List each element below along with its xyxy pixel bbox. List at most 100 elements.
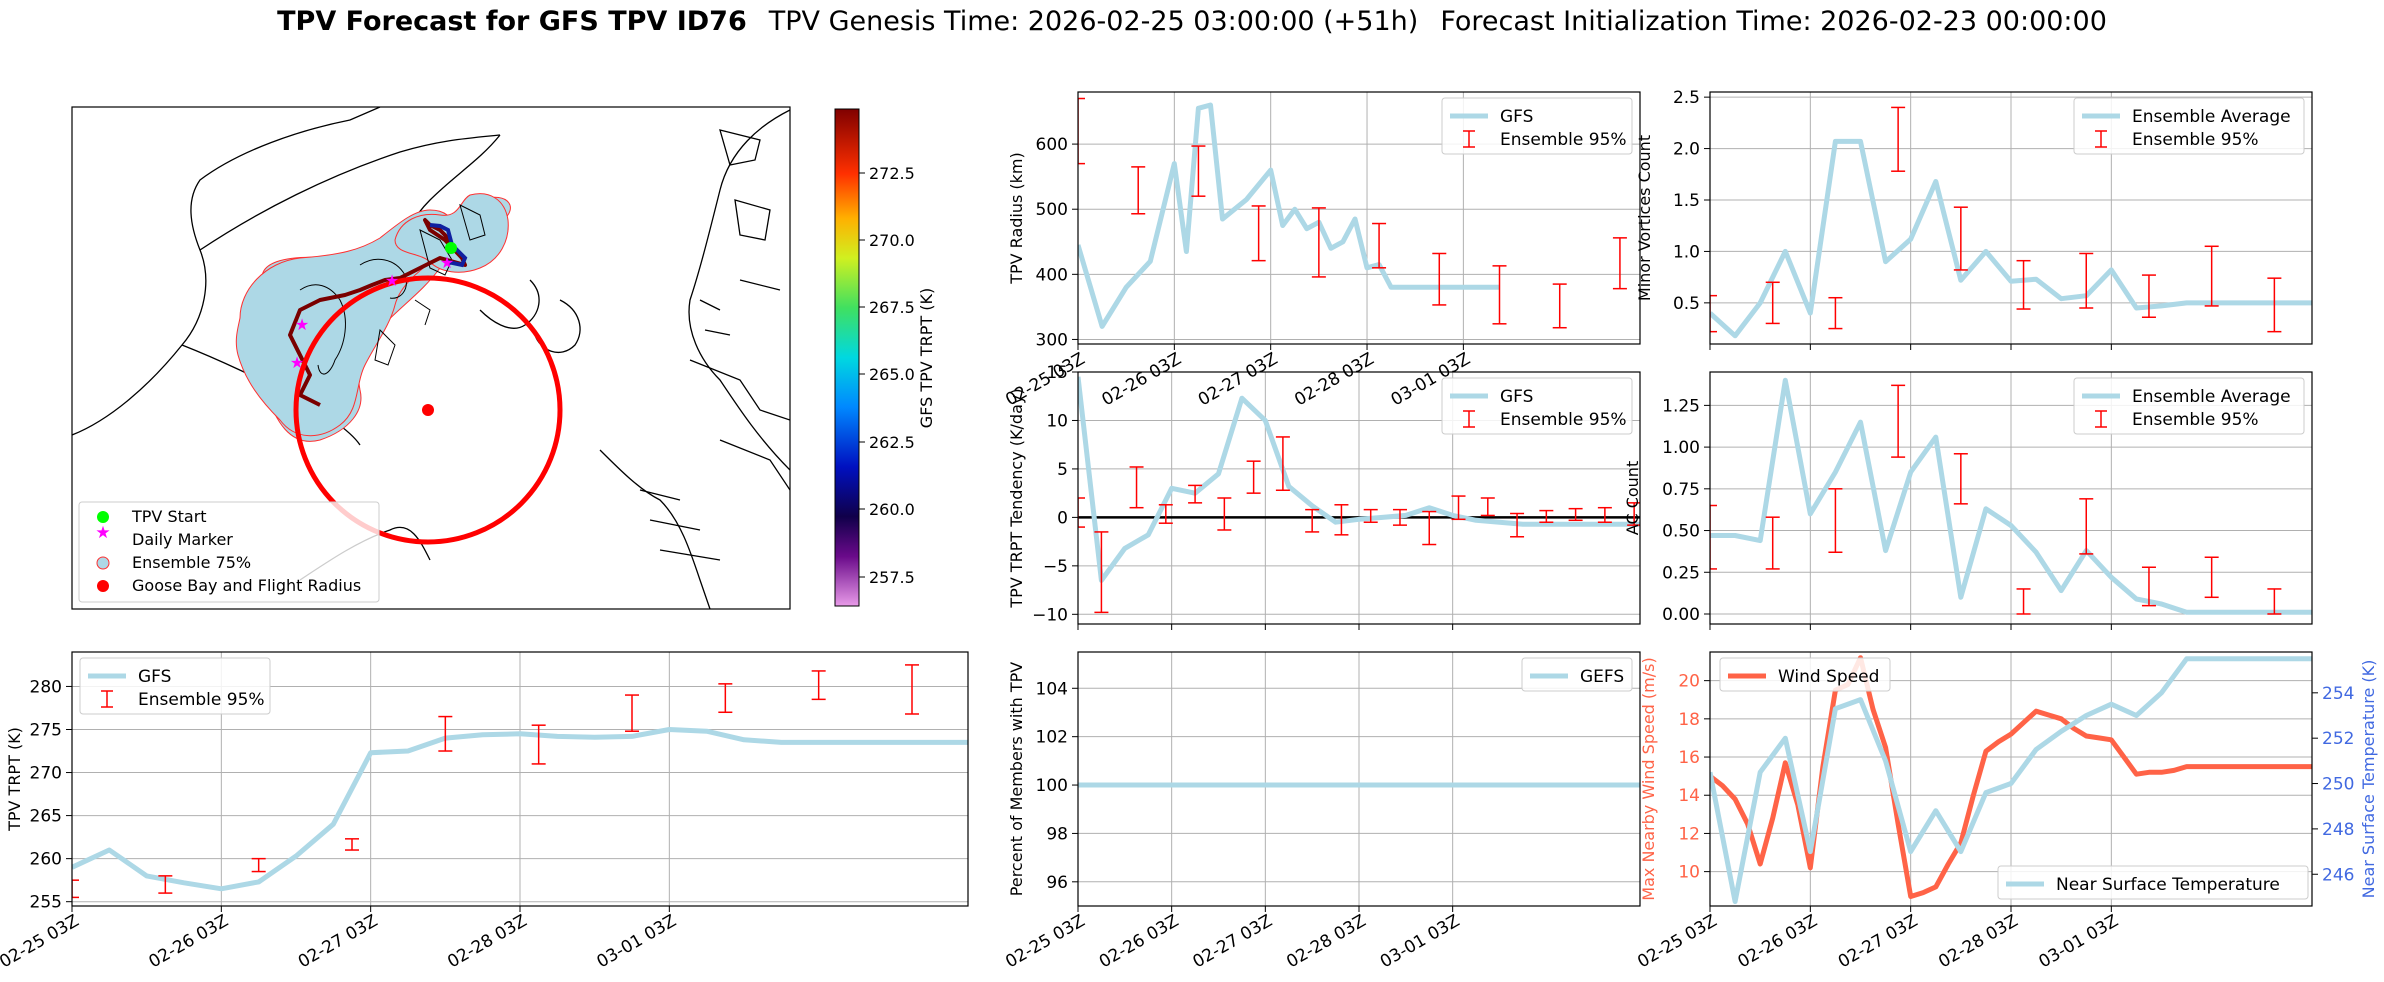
legend-label: Ensemble 95% [2132, 410, 2259, 430]
colorbar-tick-label: 257.5 [869, 568, 915, 587]
ytick-label: 98 [1046, 824, 1068, 844]
errorbar [1422, 510, 1437, 546]
legend: GEFS [1521, 657, 1633, 692]
legend-label: GEFS [1580, 667, 1624, 687]
ytick-label: 102 [1036, 728, 1068, 748]
errorbar [1078, 497, 1085, 528]
errorbar [158, 875, 173, 894]
xtick-label: 02-27 03Z [295, 911, 381, 972]
ytick-label: 1.25 [1662, 396, 1700, 416]
map-frame [71, 106, 791, 610]
axes-frame [1077, 91, 1641, 345]
colorbar-tick-label: 267.5 [869, 298, 915, 317]
errorbar [1765, 516, 1780, 570]
ylabel: Percent of Members with TPV [1007, 662, 1026, 896]
series-gfs [1078, 376, 1640, 583]
plot-area [1710, 377, 2312, 615]
errorbar [1305, 508, 1320, 533]
series-gfs [72, 727, 968, 892]
legend-label: Ensemble Average [2132, 387, 2291, 407]
legend-label: Ensemble Average [2132, 107, 2291, 127]
svg-text:★: ★ [440, 253, 454, 272]
xtick-label: 02-28 03Z [444, 911, 530, 972]
colorbar-tick-label: 260.0 [869, 500, 915, 519]
ytick-label: 16 [1678, 748, 1700, 768]
legend-label: GFS [1500, 107, 1533, 127]
errorbar [1891, 106, 1906, 172]
ytick-label: 0.50 [1662, 522, 1700, 542]
ytick-label: 18 [1678, 710, 1700, 730]
errorbar [1129, 466, 1144, 509]
errorbar [1828, 488, 1843, 553]
legend-label: Ensemble 95% [2132, 130, 2259, 150]
xtick-label: 03-01 03Z [2036, 911, 2122, 972]
ytick-label: 270 [30, 764, 62, 784]
colorbar-gradient [834, 108, 860, 607]
xtick-label: 02-27 03Z [1195, 349, 1281, 410]
ytick-label: 0.00 [1662, 605, 1700, 625]
errorbar [531, 724, 546, 765]
ytick2-label: 252 [2322, 729, 2354, 749]
tpv-track [288, 218, 467, 407]
map-legend: ★ TPV Start Daily Marker Ensemble 75% Go… [78, 501, 380, 603]
errorbar [811, 670, 826, 701]
xtick-label: 02-26 03Z [1096, 911, 1182, 972]
errorbar [1188, 484, 1203, 504]
ytick-label: 15 [1046, 363, 1068, 383]
ytick-label: 280 [30, 677, 62, 697]
panel-tendency: −10 −5 0 5 10 15 TPV TRPT Tendency (K/day) GFS E… [1007, 363, 1641, 630]
xtick-label: 02-28 03Z [1283, 911, 1369, 972]
xtick-label: 02-26 03Z [146, 911, 232, 972]
ytick-label: 20 [1678, 672, 1700, 692]
legend-label: Wind Speed [1778, 667, 1879, 687]
series-ensemble-average [1710, 377, 2312, 615]
errorbar [1275, 436, 1290, 491]
errorbar [1552, 283, 1567, 329]
ytick2-label: 250 [2322, 775, 2354, 795]
errorbar [2204, 245, 2219, 307]
errorbar [1765, 281, 1780, 325]
panel-trpt: 255 260 265 270 275 280 TPV TRPT (K) 02-25 03Z 0… [0, 651, 969, 972]
errorbar [1078, 97, 1085, 165]
ytick2-label: 254 [2322, 684, 2354, 704]
legend-label: Ensemble 95% [1500, 130, 1627, 150]
errorbar [2204, 556, 2219, 599]
ytick-label: 100 [1036, 776, 1068, 796]
panel-wind_temp: 10 12 14 16 18 20 Max Nearby Wind Speed (m/s) 2… [1634, 651, 2378, 972]
ytick-label: 2.5 [1673, 88, 1700, 108]
ytick-label: 96 [1046, 873, 1068, 893]
ytick-label: 275 [30, 720, 62, 740]
ylabel: TPV TRPT Tendency (K/day) [1007, 388, 1026, 608]
ylabel: Max Nearby Wind Speed (m/s) [1639, 657, 1658, 900]
title-init: Forecast Initialization Time: 2026-02-23… [1440, 6, 2107, 37]
errorbar [2016, 259, 2031, 310]
errorbar [718, 683, 733, 714]
svg-text:★: ★ [385, 271, 399, 290]
plot-area [1710, 106, 2312, 339]
errorbar [1568, 507, 1583, 522]
errorbar [72, 879, 79, 899]
legend-label: GFS [138, 667, 171, 687]
panel-ac: 0.00 0.25 0.50 0.75 1.00 1.25 AC Count Ensemble… [1623, 371, 2313, 630]
errorbar [1334, 504, 1349, 536]
errorbar [1363, 508, 1378, 523]
ytick-label: 300 [1036, 330, 1068, 350]
ytick-label: 12 [1678, 824, 1700, 844]
errorbar [1828, 296, 1843, 330]
colorbar-tick-label: 270.0 [869, 231, 915, 250]
ytick-label: 0.25 [1662, 563, 1700, 583]
ytick-label: 400 [1036, 265, 1068, 285]
plot-area [1078, 97, 1627, 329]
errorbar [1432, 252, 1447, 306]
errorbar [1710, 504, 1717, 570]
errorbar [1627, 502, 1640, 526]
ytick-label: 1.00 [1662, 438, 1700, 458]
ytick-label: 0 [1057, 508, 1068, 528]
errorbar [1510, 512, 1525, 538]
xtick-label: 03-01 03Z [594, 911, 680, 972]
xtick-label: 02-28 03Z [1935, 911, 2021, 972]
errorbar [345, 838, 359, 851]
series-near-surface-temperature [1710, 656, 2312, 904]
